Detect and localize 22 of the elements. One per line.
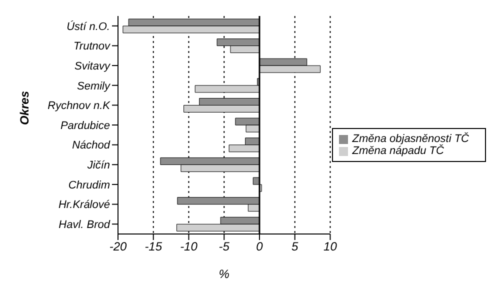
legend-label: Změna nápadu TČ: [352, 145, 444, 157]
x-tick-label: -15: [144, 240, 162, 254]
y-tick-label: Trutnov: [74, 40, 112, 53]
x-axis-title: %: [218, 267, 230, 281]
y-tick-label: Pardubice: [60, 120, 110, 132]
y-tick-label: Havl. Brod: [58, 218, 111, 231]
y-axis-title: Okres: [17, 90, 32, 125]
x-tick-label: 5: [292, 240, 299, 254]
y-tick-label: Hr.Králové: [58, 199, 110, 212]
y-tick-label: Svitavy: [74, 60, 112, 72]
x-tick-label: 10: [324, 240, 338, 254]
x-tick-label: -5: [218, 240, 230, 254]
y-tick-label: Semily: [76, 80, 112, 92]
y-tick-label: Rychnov n.K: [48, 100, 111, 112]
legend-label: Změna objasněnosti TČ: [352, 133, 469, 145]
x-tick-label: -10: [180, 240, 198, 254]
y-tick-label: Chrudim: [68, 179, 110, 192]
y-tick-label: Ústí n.O.: [66, 20, 110, 33]
y-tick-label: Náchod: [72, 140, 111, 152]
x-tick-label: 0: [256, 240, 264, 254]
y-tick-label: Jičín: [86, 160, 110, 172]
x-tick-label: -20: [109, 240, 127, 254]
